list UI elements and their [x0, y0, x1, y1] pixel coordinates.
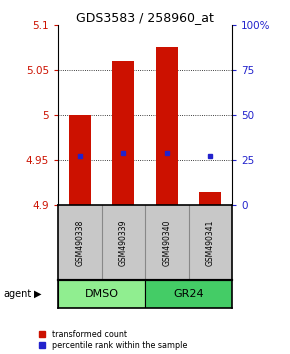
Text: ▶: ▶ [34, 289, 41, 299]
Legend: transformed count, percentile rank within the sample: transformed count, percentile rank withi… [39, 330, 187, 350]
Title: GDS3583 / 258960_at: GDS3583 / 258960_at [76, 11, 214, 24]
Bar [145, 280, 232, 308]
Text: GSM490339: GSM490339 [119, 219, 128, 266]
Text: DMSO: DMSO [84, 289, 119, 299]
Text: GSM490338: GSM490338 [75, 219, 84, 266]
Bar [69, 115, 90, 205]
Text: GSM490341: GSM490341 [206, 219, 215, 266]
Bar [113, 61, 134, 205]
Bar [200, 192, 221, 205]
Text: GR24: GR24 [173, 289, 204, 299]
Bar [156, 47, 177, 205]
Text: agent: agent [3, 289, 31, 299]
Bar [58, 280, 145, 308]
Text: GSM490340: GSM490340 [162, 219, 171, 266]
